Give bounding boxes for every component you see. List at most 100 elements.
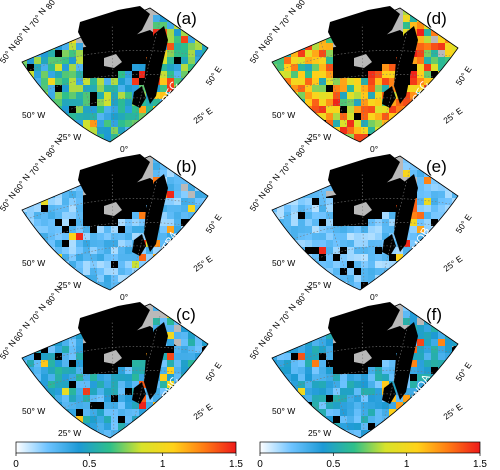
data-cell (298, 29, 305, 36)
data-cell (431, 191, 438, 198)
data-cell (272, 163, 277, 170)
data-cell (382, 402, 389, 409)
data-cell (375, 416, 382, 423)
data-cell (160, 226, 167, 233)
data-cell (312, 381, 319, 388)
data-cell (48, 163, 55, 170)
data-cell (48, 219, 55, 226)
data-cell (312, 360, 319, 367)
data-cell (382, 254, 389, 261)
data-cell (22, 141, 27, 142)
data-cell (431, 325, 438, 332)
data-cell (160, 141, 167, 142)
lon-label: 50° E (203, 64, 223, 87)
data-cell (382, 78, 389, 85)
data-cell (167, 198, 174, 205)
data-cell (459, 268, 466, 275)
data-cell (55, 212, 62, 219)
data-cell (452, 156, 458, 163)
data-cell (452, 304, 458, 311)
data-cell (34, 191, 41, 198)
data-cell (333, 113, 340, 120)
data-cell (277, 381, 284, 388)
data-cell (181, 43, 188, 50)
data-cell (153, 268, 160, 275)
lon-label: 50° E (453, 64, 473, 87)
data-cell (118, 409, 125, 416)
data-cell (305, 8, 312, 15)
data-cell (403, 113, 410, 120)
data-cell (118, 261, 125, 268)
data-cell (326, 64, 333, 71)
data-cell (312, 57, 319, 64)
data-cell (403, 254, 410, 261)
data-cell (209, 318, 216, 325)
data-cell (347, 402, 354, 409)
data-cell (417, 332, 424, 339)
data-cell (452, 282, 458, 289)
data-cell (452, 170, 458, 177)
lon-label: 25° W (58, 428, 81, 438)
data-cell (326, 113, 333, 120)
data-cell (181, 430, 188, 437)
data-cell (298, 177, 305, 184)
data-cell (104, 416, 111, 423)
data-cell (167, 226, 174, 233)
data-cell (76, 374, 83, 381)
data-cell (319, 318, 326, 325)
data-cell (459, 339, 466, 346)
data-cell (417, 423, 424, 430)
data-cell (174, 177, 181, 184)
data-cell (417, 191, 424, 198)
data-cell (76, 99, 83, 106)
data-cell (319, 156, 326, 163)
lon-label: 25° W (308, 280, 331, 290)
data-cell (361, 134, 368, 141)
data-cell (396, 289, 403, 290)
data-cell (272, 430, 277, 437)
data-cell (62, 43, 69, 50)
data-cell (272, 134, 277, 141)
data-cell (459, 325, 466, 332)
data-cell (431, 416, 438, 423)
data-cell (347, 423, 354, 430)
data-cell (111, 423, 118, 430)
data-cell (284, 205, 291, 212)
data-cell (452, 191, 458, 198)
data-cell (167, 289, 174, 290)
data-cell (22, 395, 27, 402)
lon-label: 0° (120, 144, 128, 154)
data-cell (305, 374, 312, 381)
data-cell (153, 430, 160, 437)
data-cell (41, 50, 48, 57)
data-cell (333, 374, 340, 381)
data-cell (424, 141, 431, 142)
data-cell (272, 198, 277, 205)
data-cell (209, 198, 216, 205)
data-cell (160, 367, 167, 374)
data-cell (424, 50, 431, 57)
data-cell (312, 184, 319, 191)
lat-label: 70° N (277, 154, 297, 177)
data-cell (160, 64, 167, 71)
data-cell (48, 71, 55, 78)
data-cell (389, 423, 396, 430)
data-cell (41, 332, 48, 339)
data-cell (104, 120, 111, 127)
data-cell (153, 99, 160, 106)
data-cell (195, 177, 202, 184)
data-cell (326, 346, 333, 353)
data-cell (202, 339, 208, 346)
data-cell (27, 381, 34, 388)
data-cell (291, 22, 298, 29)
data-cell (195, 191, 202, 198)
data-cell (438, 127, 445, 134)
data-cell (167, 282, 174, 289)
data-cell (361, 416, 368, 423)
data-cell (277, 416, 284, 423)
data-cell (452, 134, 458, 141)
data-cell (181, 29, 188, 36)
data-cell (298, 381, 305, 388)
data-cell (139, 275, 146, 282)
data-cell (83, 395, 90, 402)
